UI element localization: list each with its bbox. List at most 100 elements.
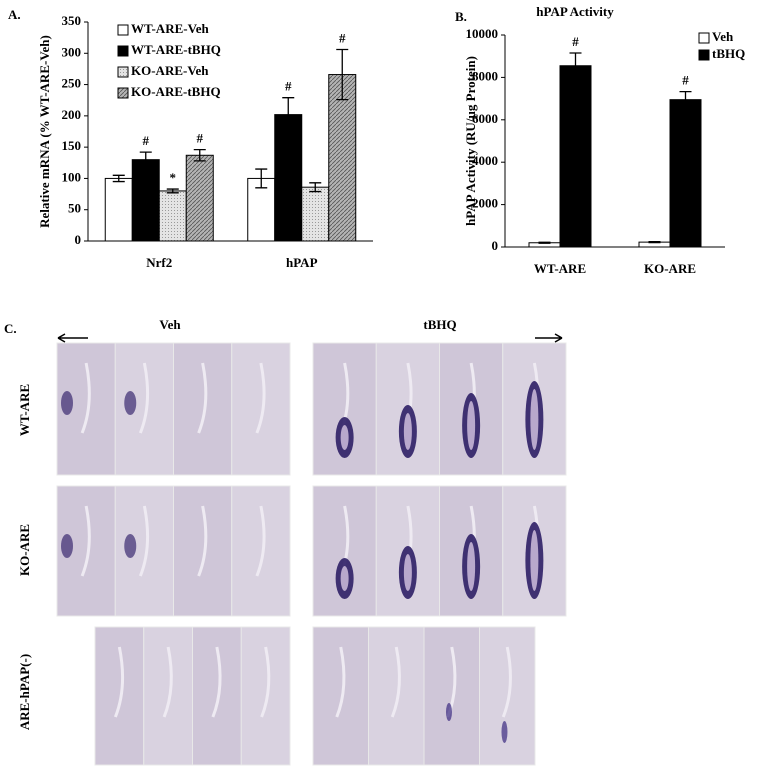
error-bar	[282, 97, 295, 133]
legend-label: WT-ARE-tBHQ	[131, 42, 221, 57]
error-bar	[166, 188, 179, 194]
x-tick-label: hPAP	[286, 255, 318, 270]
error-bar	[648, 241, 661, 244]
legend-label: KO-ARE-Veh	[131, 63, 209, 78]
x-tick-label: Nrf2	[146, 255, 172, 270]
ventricle	[255, 362, 266, 434]
row-label: KO-ARE	[17, 524, 32, 576]
stain-core	[530, 389, 539, 450]
y-tick-label: 300	[62, 44, 82, 59]
row-label: WT-ARE	[17, 384, 32, 436]
significance-marker: #	[339, 31, 346, 46]
error-bar	[139, 151, 152, 168]
y-tick-label: 0	[75, 232, 82, 247]
legend-swatch	[117, 66, 129, 78]
y-tick-label: 2000	[472, 196, 498, 211]
legend-label: KO-ARE-tBHQ	[131, 84, 221, 99]
stain	[61, 534, 73, 558]
significance-marker: *	[170, 170, 177, 185]
significance-marker: #	[682, 73, 689, 88]
y-tick-label: 10000	[466, 26, 499, 41]
y-tick-label: 200	[62, 107, 82, 122]
brain-section	[114, 342, 174, 476]
significance-marker: #	[143, 133, 150, 148]
significance-marker: #	[572, 34, 579, 49]
panel-label: C.	[4, 321, 17, 336]
y-tick-label: 50	[68, 201, 81, 216]
ventricle	[138, 505, 150, 577]
y-tick-label: 350	[62, 13, 82, 28]
ventricle	[162, 646, 173, 718]
y-axis-label: hPAP Activity (RU/µg Protein)	[463, 56, 478, 226]
y-tick-label: 0	[492, 238, 499, 253]
bar	[274, 114, 303, 242]
y-tick-label: 150	[62, 138, 82, 153]
ventricle	[80, 362, 91, 434]
row-label: ARE-hPAP(-)	[17, 654, 32, 730]
stain	[124, 534, 137, 558]
error-bar	[569, 52, 582, 80]
legend-swatch	[698, 32, 710, 44]
legend-label: tBHQ	[712, 46, 745, 61]
bar	[158, 190, 187, 242]
error-bar	[255, 168, 268, 189]
legend-label: Veh	[712, 29, 734, 44]
stain-core	[467, 401, 476, 450]
stain	[445, 703, 452, 721]
ventricle	[335, 646, 346, 718]
y-tick-label: 8000	[472, 68, 498, 83]
legend-swatch	[117, 45, 129, 57]
y-tick-label: 6000	[472, 111, 498, 126]
ventricle	[255, 505, 266, 577]
bar	[185, 154, 214, 242]
brain-section	[479, 626, 536, 766]
ventricle	[260, 646, 271, 718]
micrographs	[56, 342, 567, 766]
stain-core	[467, 542, 476, 591]
y-tick-label: 250	[62, 76, 82, 91]
y-tick-label: 100	[62, 169, 82, 184]
stain-core	[340, 425, 349, 450]
legend-swatch	[698, 49, 710, 61]
column-label: tBHQ	[423, 317, 456, 332]
panel-label: A.	[8, 7, 21, 22]
x-tick-label: WT-ARE	[534, 261, 586, 276]
ventricle	[197, 505, 208, 577]
legend-swatch	[117, 87, 129, 99]
brain-section	[114, 485, 174, 617]
error-bar	[538, 241, 551, 244]
brain-section	[231, 485, 291, 617]
legend-swatch	[117, 24, 129, 36]
x-tick-label: KO-ARE	[644, 261, 696, 276]
error-bar	[679, 90, 692, 109]
ventricle	[197, 362, 208, 434]
significance-marker: #	[285, 79, 292, 94]
legend-label: WT-ARE-Veh	[131, 21, 210, 36]
ventricle	[138, 362, 150, 434]
y-tick-label: 4000	[472, 153, 498, 168]
ventricle	[113, 646, 125, 718]
ventricle	[211, 646, 222, 718]
y-axis-label: Relative mRNA (% WT-ARE-Veh)	[37, 35, 52, 228]
ventricle	[501, 646, 512, 718]
ventricle	[80, 505, 91, 577]
error-bar	[193, 148, 206, 162]
significance-marker: #	[197, 131, 204, 146]
stain	[501, 721, 508, 743]
stain-core	[340, 566, 349, 591]
arrow	[57, 333, 88, 343]
brain-section	[173, 485, 233, 617]
chart-title: hPAP Activity	[536, 4, 614, 19]
brain-section	[231, 342, 291, 476]
panel-label: B.	[455, 9, 467, 24]
arrow	[535, 333, 563, 343]
ventricle	[390, 646, 401, 718]
error-bar	[309, 182, 322, 193]
stain	[124, 391, 137, 415]
error-bar	[112, 174, 125, 183]
stain-core	[403, 554, 412, 591]
bar	[669, 99, 702, 248]
error-bar	[336, 48, 349, 101]
column-label: Veh	[159, 317, 181, 332]
